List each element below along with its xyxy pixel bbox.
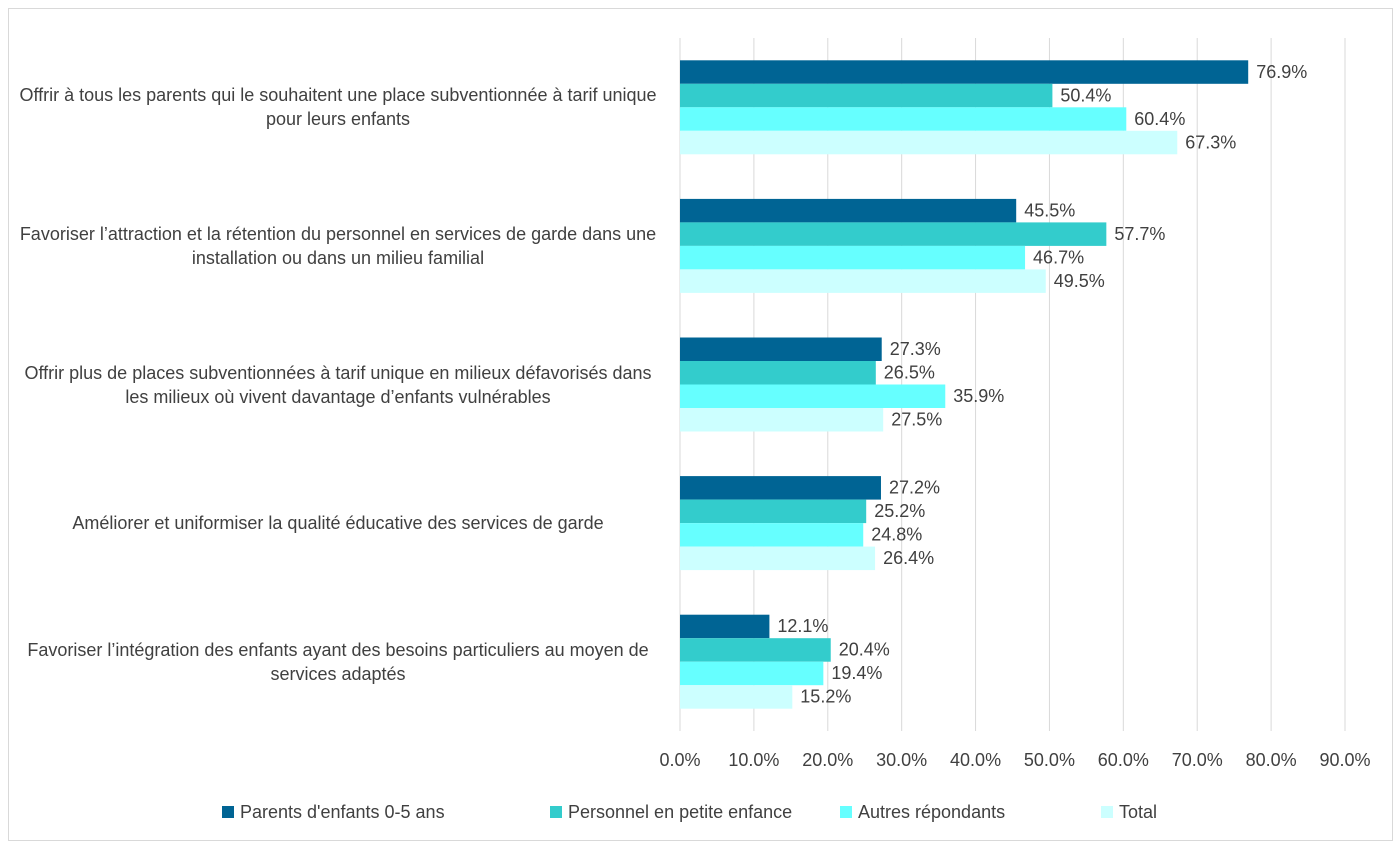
- value-label: 25.2%: [874, 501, 925, 521]
- bar: [680, 546, 876, 571]
- legend-swatch: [550, 806, 562, 818]
- bar: [680, 245, 1026, 270]
- legend-swatch: [1101, 806, 1113, 818]
- value-label: 27.5%: [891, 410, 942, 430]
- bar: [680, 107, 1127, 131]
- legend-label: Personnel en petite enfance: [568, 802, 792, 822]
- x-tick-label: 90.0%: [1319, 750, 1370, 770]
- value-label: 26.5%: [884, 363, 935, 383]
- x-tick-label: 10.0%: [728, 750, 779, 770]
- category-label: Améliorer et uniformiser la qualité éduc…: [72, 513, 604, 534]
- value-label: 46.7%: [1033, 247, 1084, 267]
- value-label: 27.3%: [890, 339, 941, 359]
- bar: [680, 337, 882, 361]
- value-label: 20.4%: [839, 640, 890, 660]
- legend-label: Autres répondants: [858, 802, 1005, 822]
- value-label: 27.2%: [889, 478, 940, 498]
- value-label: 57.7%: [1114, 224, 1165, 244]
- x-tick-label: 0.0%: [659, 750, 700, 770]
- legend-swatch: [840, 806, 852, 818]
- value-label: 12.1%: [777, 616, 828, 636]
- value-label: 76.9%: [1256, 62, 1307, 82]
- value-label: 26.4%: [883, 548, 934, 568]
- legend-swatch: [222, 806, 234, 818]
- value-label: 50.4%: [1060, 85, 1111, 105]
- bar: [680, 130, 1178, 155]
- bar: [680, 361, 876, 385]
- legend-label: Total: [1119, 802, 1157, 822]
- value-label: 67.3%: [1185, 132, 1236, 152]
- bar: [680, 222, 1107, 246]
- x-tick-label: 40.0%: [950, 750, 1001, 770]
- bar: [680, 83, 1053, 108]
- category-label: Offrir plus de places subventionnées à t…: [24, 362, 652, 407]
- category-label: Favoriser l’intégration des enfants ayan…: [27, 639, 649, 684]
- bar: [680, 408, 884, 432]
- value-label: 24.8%: [871, 525, 922, 545]
- x-tick-label: 70.0%: [1172, 750, 1223, 770]
- bar: [680, 638, 831, 662]
- category-label: Favoriser l’attraction et la rétention d…: [19, 223, 657, 268]
- bar: [680, 384, 946, 408]
- bar: [680, 499, 867, 524]
- value-label: 19.4%: [831, 663, 882, 683]
- value-label: 49.5%: [1054, 271, 1105, 291]
- bar: [680, 60, 1249, 84]
- bar: [680, 523, 864, 547]
- value-label: 45.5%: [1024, 200, 1075, 220]
- bar: [680, 269, 1046, 293]
- value-label: 35.9%: [953, 386, 1004, 406]
- bar: [680, 198, 1017, 223]
- x-tick-label: 50.0%: [1024, 750, 1075, 770]
- x-tick-label: 60.0%: [1098, 750, 1149, 770]
- legend-label: Parents d'enfants 0-5 ans: [240, 802, 445, 822]
- category-label: Offrir à tous les parents qui le souhait…: [19, 85, 657, 130]
- bar: [680, 685, 793, 709]
- x-tick-label: 30.0%: [876, 750, 927, 770]
- chart-border: [8, 8, 1393, 841]
- x-tick-label: 80.0%: [1246, 750, 1297, 770]
- bar: [680, 661, 824, 686]
- x-tick-label: 20.0%: [802, 750, 853, 770]
- bar: [680, 476, 881, 500]
- bar: [680, 614, 770, 639]
- value-label: 60.4%: [1134, 109, 1185, 129]
- value-label: 15.2%: [800, 687, 851, 707]
